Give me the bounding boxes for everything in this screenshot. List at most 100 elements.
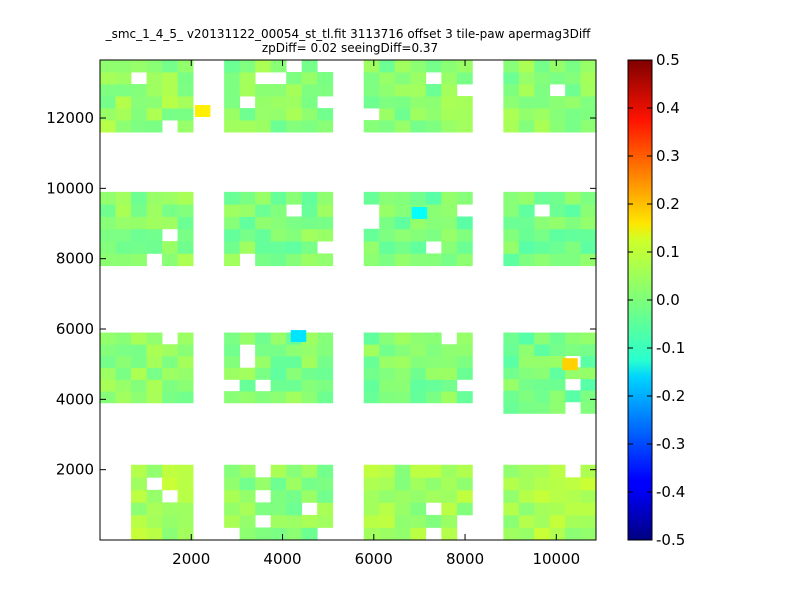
- heatmap-cell: [518, 204, 535, 217]
- heatmap-cell: [224, 391, 241, 404]
- heatmap-cell: [580, 204, 597, 217]
- heatmap-cell: [534, 332, 551, 345]
- heatmap-cell: [162, 514, 178, 528]
- heatmap-cell: [363, 228, 380, 242]
- heatmap-cell: [534, 241, 551, 254]
- heatmap-cell: [162, 60, 178, 73]
- heatmap-cell: [580, 367, 597, 380]
- heatmap-cell: [503, 204, 520, 217]
- heatmap-cell: [363, 391, 380, 404]
- heatmap-cell: [131, 477, 147, 491]
- heatmap-cell: [131, 527, 147, 541]
- heatmap-cell: [255, 332, 272, 345]
- heatmap-cell: [301, 60, 318, 73]
- heatmap-cell: [286, 228, 303, 242]
- heatmap-cell: [456, 72, 473, 85]
- heatmap-cell: [255, 253, 272, 267]
- heatmap-cell: [177, 464, 194, 478]
- heatmap-cell: [146, 108, 163, 121]
- heatmap-cell: [518, 120, 535, 133]
- heatmap-cell: [534, 253, 551, 267]
- heatmap-cell: [301, 241, 318, 254]
- heatmap-cell: [270, 489, 287, 503]
- heatmap-cell: [565, 204, 581, 217]
- heatmap-cell: [115, 228, 132, 242]
- heatmap-cell: [425, 379, 442, 392]
- heatmap-cell: [580, 228, 597, 242]
- heatmap-cell: [549, 367, 566, 380]
- heatmap-cell: [534, 96, 551, 109]
- heatmap-cell: [518, 367, 535, 380]
- heatmap-cell: [286, 191, 303, 205]
- heatmap-cell: [549, 253, 566, 267]
- heatmap-cell: [534, 464, 551, 478]
- heatmap-cell: [301, 253, 318, 267]
- heatmap-cell: [534, 367, 551, 380]
- heatmap-cell: [410, 96, 427, 109]
- heatmap-cell: [363, 84, 380, 97]
- heatmap-cell: [255, 108, 272, 121]
- heatmap-cell: [379, 84, 396, 97]
- heatmap-cell: [549, 216, 566, 230]
- heatmap-cell: [131, 84, 147, 97]
- heatmap-cell: [503, 378, 520, 391]
- heatmap-cell: [131, 344, 147, 357]
- heatmap-cell: [255, 84, 272, 97]
- heatmap-cell: [379, 464, 396, 478]
- heatmap-cell: [379, 367, 396, 380]
- heatmap-cell: [534, 216, 551, 230]
- heatmap-cell: [255, 120, 272, 133]
- heatmap-cell: [441, 120, 458, 133]
- heatmap-cell: [580, 191, 597, 205]
- heatmap-cell: [580, 96, 597, 109]
- heatmap-cell: [131, 228, 147, 242]
- heatmap-cell: [255, 191, 272, 205]
- heatmap-cell: [379, 344, 396, 357]
- heatmap-cell: [456, 477, 473, 491]
- plot-cells: [100, 60, 597, 541]
- heatmap-cell: [379, 241, 396, 254]
- y-tick-label: 6000: [56, 320, 94, 338]
- heatmap-cell: [580, 344, 597, 357]
- heatmap-cell: [224, 502, 241, 516]
- y-tick-label: 4000: [56, 390, 94, 408]
- heatmap-cell: [270, 253, 287, 267]
- heatmap-cell: [177, 391, 194, 404]
- heatmap-cell: [394, 228, 411, 242]
- heatmap-cell: [239, 84, 256, 97]
- heatmap-cell: [425, 216, 442, 230]
- heatmap-cell: [100, 344, 116, 357]
- heatmap-cell: [100, 228, 116, 242]
- heatmap-cell: [518, 96, 535, 109]
- heatmap-cell: [394, 241, 411, 254]
- heatmap-cell: [565, 241, 581, 254]
- y-tick-label: 12000: [46, 109, 94, 127]
- heatmap-cell: [162, 527, 178, 541]
- heatmap-cell: [239, 527, 256, 541]
- heatmap-cell: [580, 477, 597, 491]
- heatmap-cell: [565, 390, 581, 403]
- heatmap-cell: [301, 108, 318, 121]
- heatmap-cell: [115, 344, 132, 357]
- heatmap-cell: [363, 241, 380, 254]
- heatmap-cell: [146, 120, 163, 133]
- heatmap-cell: [503, 108, 520, 121]
- heatmap-cell: [394, 120, 411, 133]
- heatmap-cell: [534, 390, 551, 403]
- heatmap-cell: [162, 502, 178, 516]
- heatmap-cell: [131, 355, 147, 369]
- heatmap-cell: [239, 464, 256, 478]
- heatmap-cell: [363, 527, 380, 541]
- heatmap-cell: [363, 489, 380, 503]
- heatmap-cell: [255, 391, 272, 404]
- heatmap-cell: [317, 477, 334, 491]
- heatmap-cell: [270, 204, 287, 217]
- heatmap-cell: [441, 108, 458, 121]
- heatmap-cell: [456, 241, 473, 254]
- heatmap-cell: [394, 477, 411, 491]
- heatmap-cell: [100, 379, 116, 392]
- y-tick-label: 2000: [56, 461, 94, 479]
- heatmap-cell: [379, 332, 396, 345]
- heatmap-cell: [317, 84, 334, 97]
- heatmap-cell: [456, 355, 473, 369]
